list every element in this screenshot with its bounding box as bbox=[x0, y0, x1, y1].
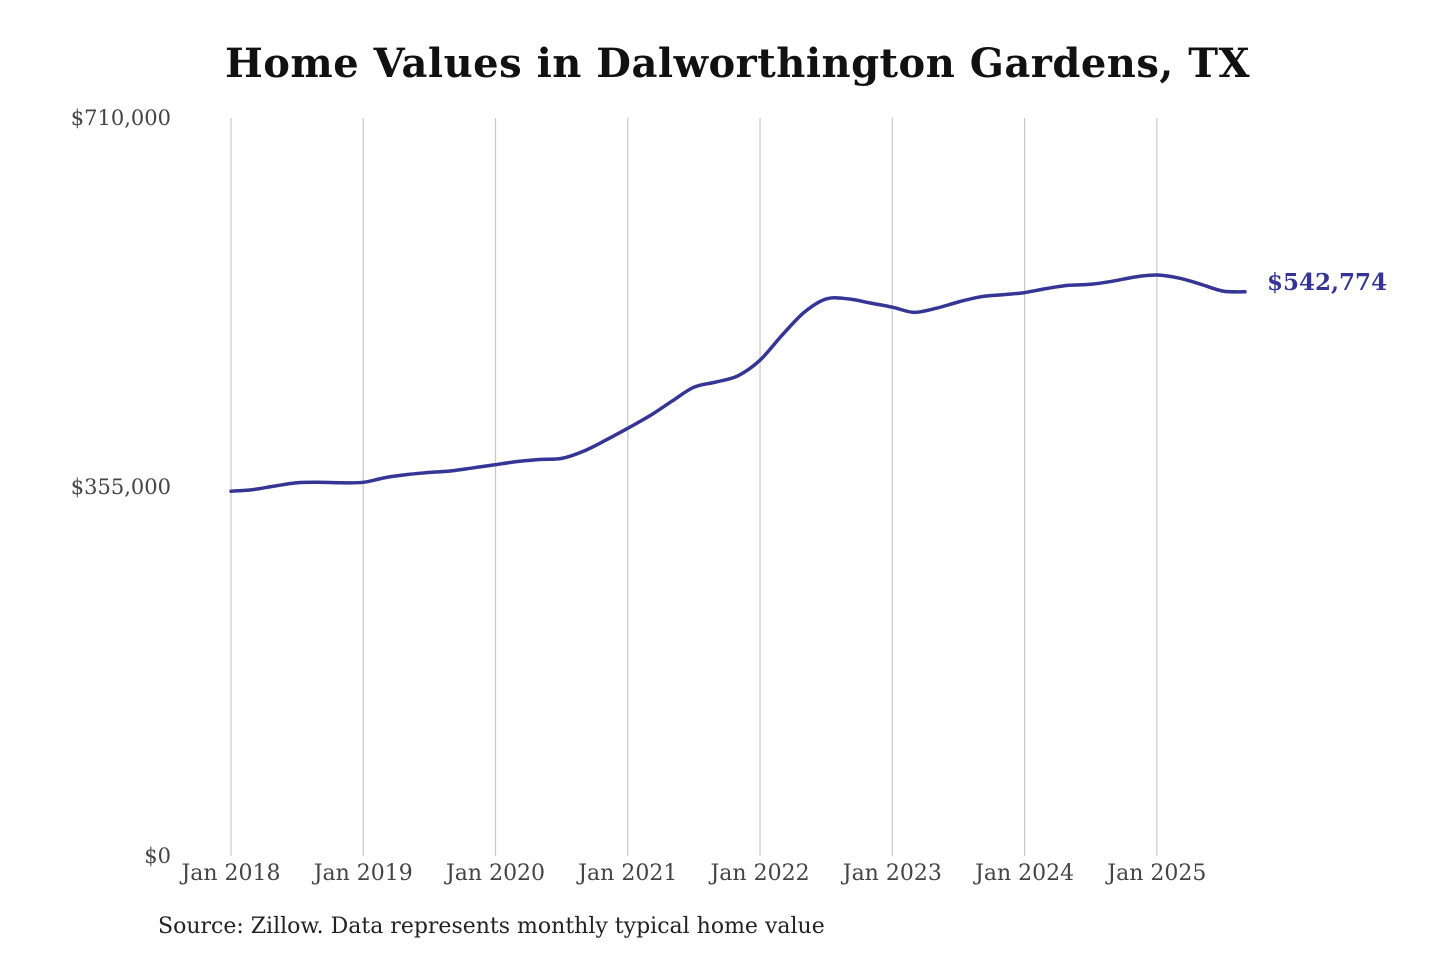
x-tick-label: Jan 2018 bbox=[179, 861, 280, 886]
source-note: Source: Zillow. Data represents monthly … bbox=[158, 914, 825, 939]
y-tick-label: $355,000 bbox=[71, 475, 171, 499]
x-tick-label: Jan 2024 bbox=[973, 861, 1074, 886]
y-tick-label: $0 bbox=[144, 844, 171, 868]
x-tick-label: Jan 2025 bbox=[1105, 861, 1206, 886]
x-tick-label: Jan 2020 bbox=[444, 861, 545, 886]
x-tick-label: Jan 2023 bbox=[841, 861, 942, 886]
y-tick-label: $710,000 bbox=[71, 106, 171, 130]
y-axis-ticks: $0 $355,000 $710,000 bbox=[71, 106, 171, 868]
end-value-label: $542,774 bbox=[1267, 269, 1387, 296]
x-tick-label: Jan 2021 bbox=[576, 861, 677, 886]
series-line bbox=[229, 273, 1247, 493]
x-tick-label: Jan 2019 bbox=[312, 861, 413, 886]
x-axis-ticks: Jan 2018 Jan 2019 Jan 2020 Jan 2021 Jan 2022… bbox=[179, 861, 1206, 886]
grid-lines bbox=[230, 118, 1158, 856]
x-tick-label: Jan 2022 bbox=[708, 861, 809, 886]
series-layer bbox=[229, 273, 1247, 493]
chart-title: Home Values in Dalworthington Gardens, T… bbox=[224, 40, 1251, 87]
end-label-layer: $542,774 bbox=[1267, 269, 1387, 296]
